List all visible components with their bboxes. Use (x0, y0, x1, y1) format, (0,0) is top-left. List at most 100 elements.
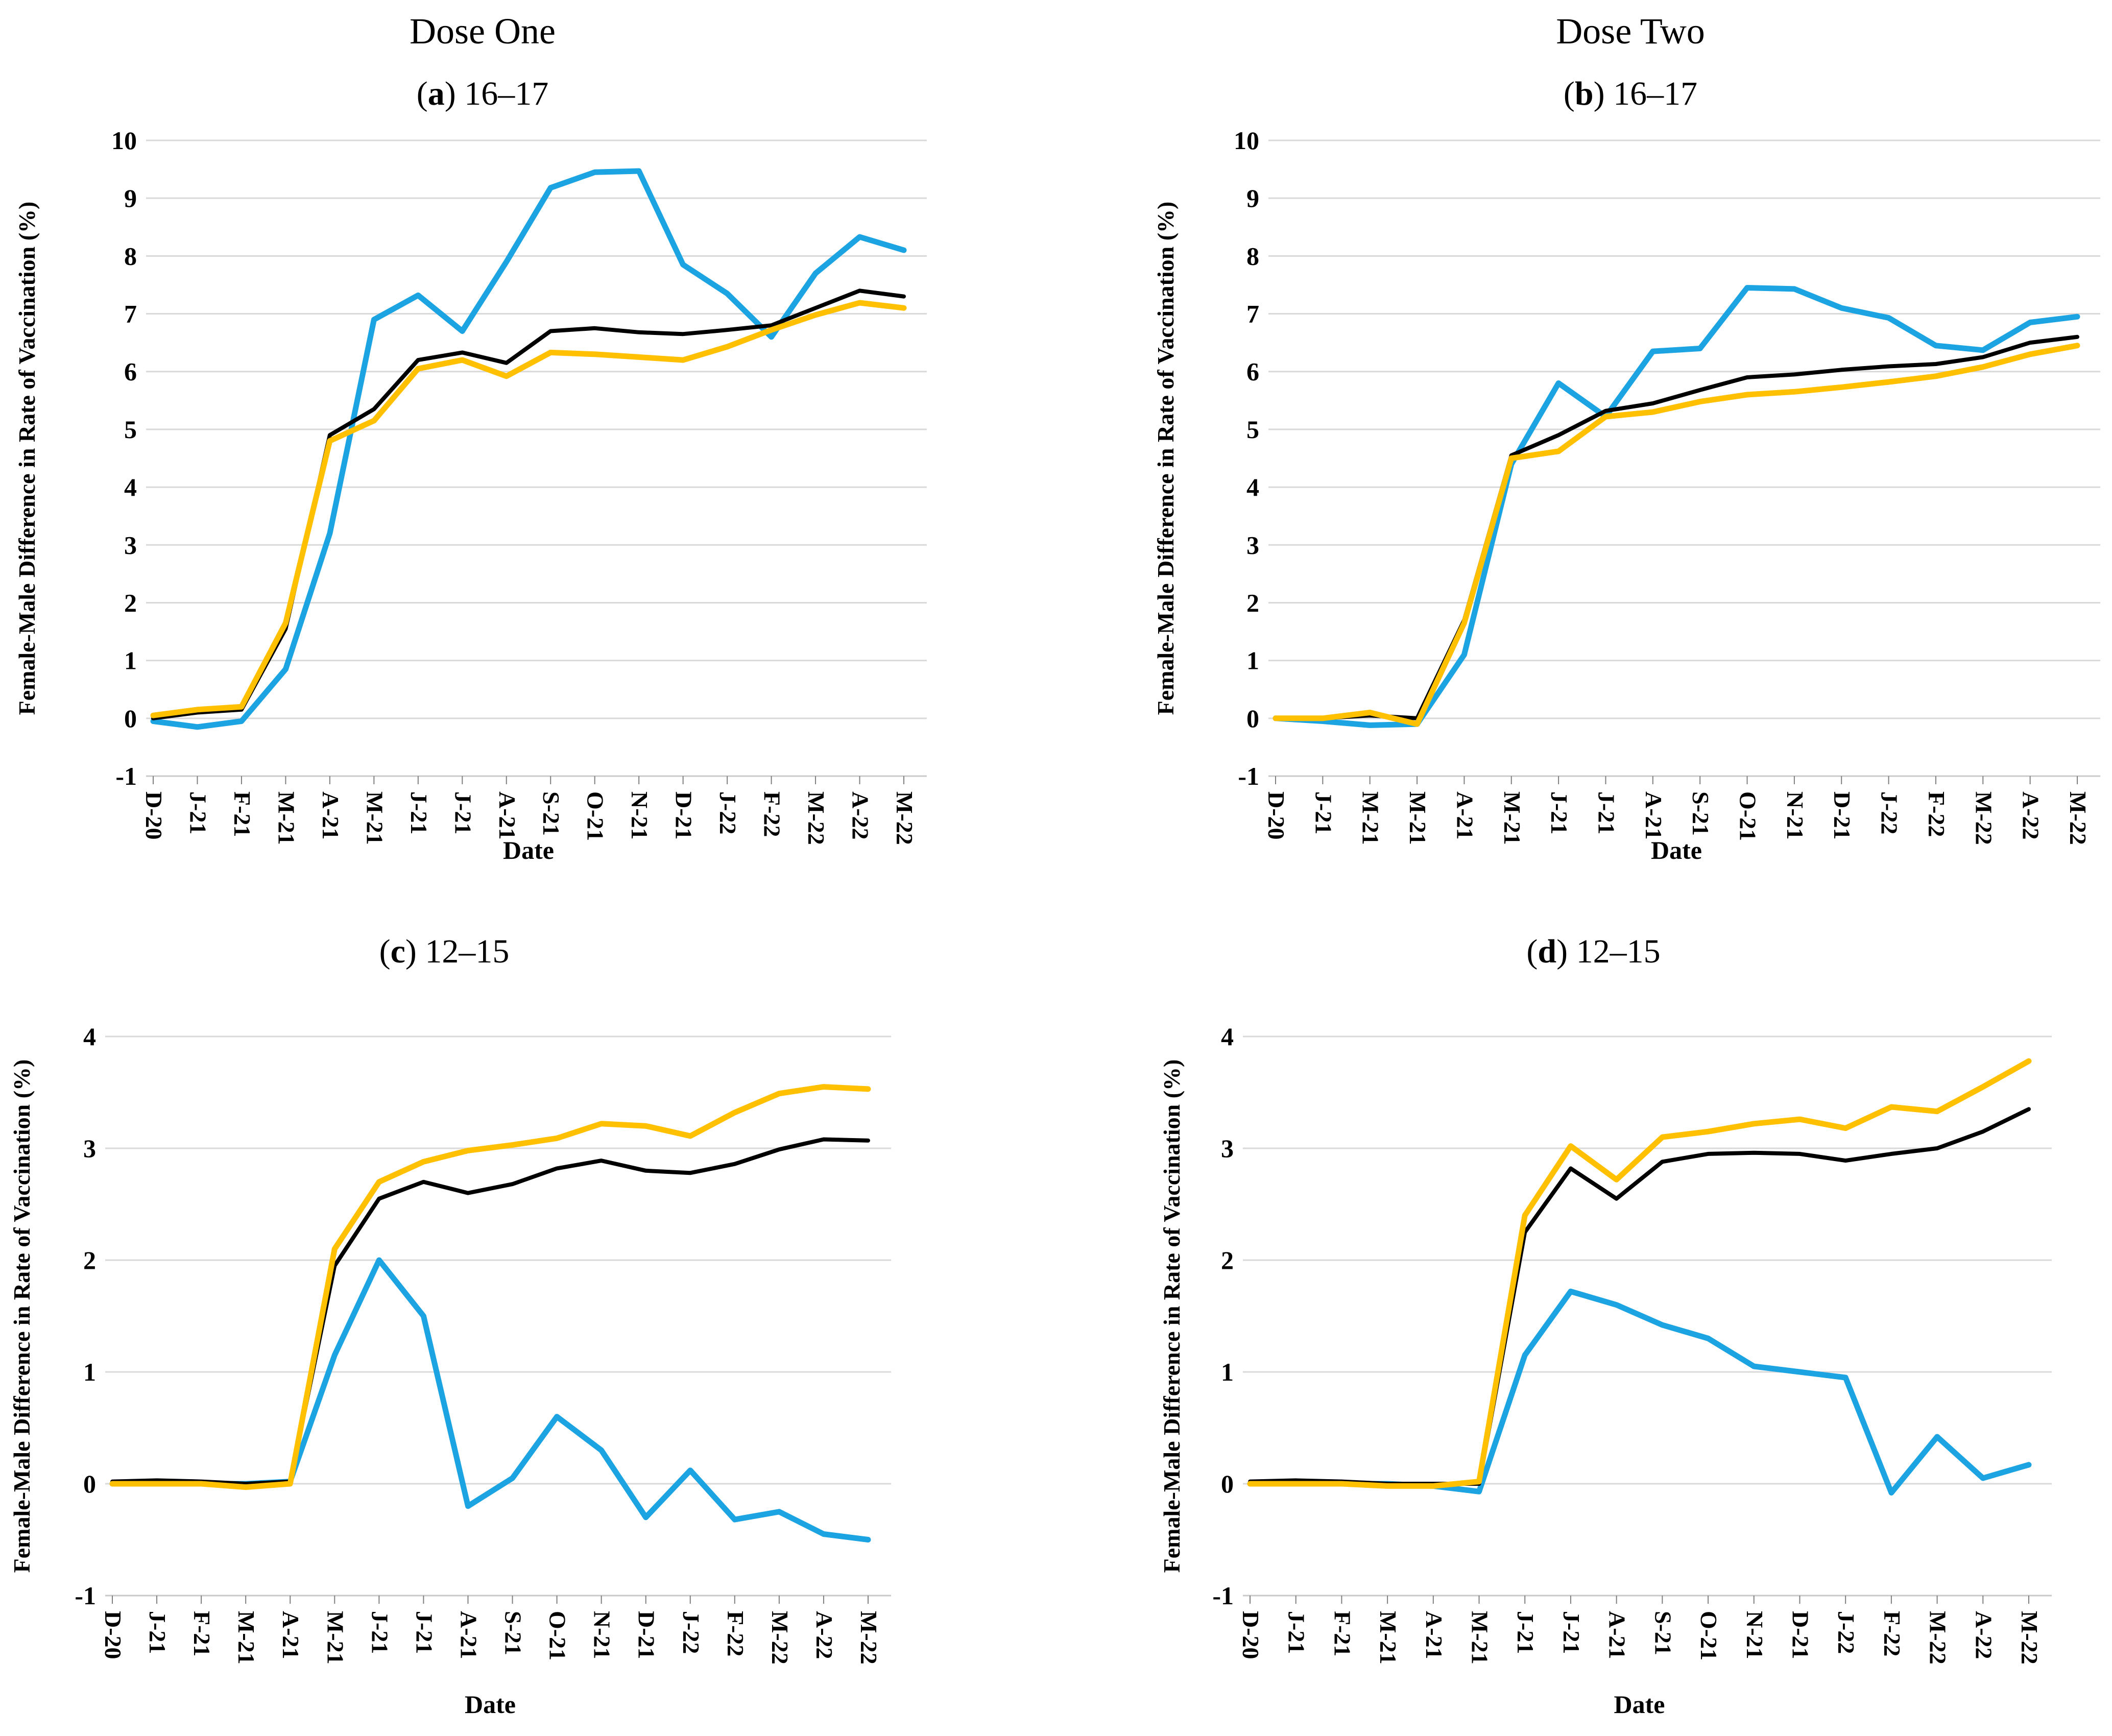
chart-panel-c: (c) 12–15 4 3 2 1 0 -1D-20 J-21 F-21 M-21 A-21 M-21… (9, 933, 891, 1719)
x-tick-label: M-21 (1467, 1611, 1493, 1665)
x-tick-label: J-22 (1833, 1611, 1859, 1654)
x-tick-label: F-21 (229, 791, 255, 837)
chart-column-title: Dose One (410, 11, 556, 52)
x-tick-label: D-20 (1263, 791, 1289, 840)
x-tick-label: S-21 (1650, 1611, 1676, 1655)
x-tick-label: M-22 (2065, 791, 2091, 845)
y-tick-label: 2 (1221, 1246, 1234, 1274)
x-tick-label: M-21 (233, 1611, 259, 1665)
x-tick-label: F-21 (1329, 1611, 1355, 1656)
x-tick-label: N-21 (589, 1611, 615, 1659)
y-tick-label: 3 (1246, 531, 1259, 559)
y-tick-label: 7 (124, 300, 137, 328)
panel-label: (a) 16–17 (417, 75, 548, 112)
y-tick-label: 6 (1246, 357, 1259, 386)
x-tick-label: A-21 (318, 791, 344, 840)
series-line-black (110, 1137, 870, 1486)
y-tick-label: 0 (1246, 704, 1259, 733)
x-tick-label: J-21 (406, 791, 432, 834)
x-tick-label: D-21 (634, 1611, 660, 1659)
y-tick-label: 5 (1246, 415, 1259, 444)
x-tick-label: D-21 (1787, 1611, 1813, 1659)
x-tick-label: D-21 (671, 791, 697, 840)
chart-column-title: Dose Two (1556, 11, 1705, 52)
panel-label: (c) 12–15 (379, 933, 510, 970)
y-tick-label: 2 (83, 1246, 96, 1274)
y-tick-label: -1 (1238, 762, 1259, 790)
y-tick-label: 3 (124, 531, 137, 559)
x-tick-label: J-21 (1310, 791, 1336, 834)
x-tick-label: D-20 (141, 791, 167, 840)
x-tick-label: J-21 (1513, 1611, 1539, 1654)
x-tick-label: J-22 (1877, 791, 1903, 834)
x-tick-label: N-21 (1742, 1611, 1768, 1659)
x-tick-label: A-21 (1452, 791, 1478, 840)
x-tick-label: F-21 (189, 1611, 215, 1656)
x-tick-label: M-21 (1358, 791, 1384, 845)
y-tick-label: 2 (124, 588, 137, 617)
x-tick-label: J-21 (1558, 1611, 1585, 1654)
y-tick-label: 1 (124, 646, 137, 675)
x-tick-label: M-21 (1405, 791, 1431, 845)
x-tick-label: O-21 (1735, 791, 1761, 841)
series-line-blue (150, 168, 907, 730)
x-tick-label: J-22 (715, 791, 741, 834)
y-axis-title: Female-Male Difference in Rate of Vaccin… (1153, 202, 1179, 715)
y-axis-title: Female-Male Difference in Rate of Vaccin… (9, 1059, 35, 1573)
y-tick-label: 8 (1246, 242, 1259, 270)
x-tick-label: M-22 (803, 791, 829, 845)
x-tick-label: S-21 (538, 791, 564, 836)
series-line-black (1274, 334, 2079, 720)
x-tick-label: J-22 (678, 1611, 704, 1654)
x-tick-label: A-21 (278, 1611, 304, 1659)
series-line-yellow (1247, 1058, 2032, 1489)
x-axis-title: Date (1614, 1690, 1665, 1719)
series-line-blue (1273, 285, 2080, 728)
x-tick-label: J-21 (367, 1611, 393, 1654)
x-tick-label: A-21 (1421, 1611, 1447, 1659)
y-tick-label: 3 (1221, 1134, 1234, 1163)
series-line-blue (109, 1257, 871, 1542)
x-tick-label: F-22 (1924, 791, 1950, 837)
y-tick-label: 1 (83, 1358, 96, 1386)
series-line-blue (1247, 1288, 2032, 1496)
x-tick-label: O-21 (545, 1611, 571, 1660)
y-tick-label: 1 (1246, 646, 1259, 675)
y-tick-label: 4 (1221, 1022, 1234, 1051)
x-tick-label: M-22 (892, 791, 918, 845)
x-tick-label: D-20 (100, 1611, 126, 1659)
y-tick-label: 0 (1221, 1469, 1234, 1498)
x-tick-label: S-21 (1688, 791, 1714, 836)
x-tick-label: J-21 (145, 1611, 171, 1654)
y-tick-label: -1 (75, 1581, 96, 1610)
x-tick-label: M-22 (856, 1611, 882, 1665)
x-tick-label: J-21 (185, 791, 211, 834)
y-tick-label: 8 (124, 242, 137, 270)
x-tick-label: A-21 (455, 1611, 482, 1659)
x-tick-label: J-21 (1593, 791, 1619, 834)
x-tick-label: A-21 (1641, 791, 1667, 840)
x-tick-label: M-22 (1971, 791, 1997, 845)
x-axis-title: Date (503, 836, 554, 864)
x-tick-label: A-22 (2018, 791, 2044, 840)
y-tick-label: 4 (1246, 473, 1259, 501)
y-axis-title: Female-Male Difference in Rate of Vaccin… (14, 202, 40, 715)
y-axis-title: Female-Male Difference in Rate of Vaccin… (1159, 1059, 1185, 1573)
y-tick-label: 0 (124, 704, 137, 733)
x-axis-title: Date (465, 1690, 516, 1719)
y-tick-label: 9 (1246, 184, 1259, 212)
y-tick-label: 7 (1246, 300, 1259, 328)
series-line-black (151, 288, 906, 720)
x-tick-label: M-22 (767, 1611, 793, 1665)
series-line-black (1248, 1107, 2031, 1486)
y-tick-label: 10 (111, 126, 137, 155)
series-line-yellow (150, 300, 907, 718)
x-tick-label: A-21 (494, 791, 520, 840)
x-tick-label: J-21 (450, 791, 476, 834)
x-tick-label: S-21 (500, 1611, 526, 1655)
x-tick-label: J-21 (411, 1611, 437, 1654)
y-tick-label: -1 (1212, 1581, 1234, 1610)
